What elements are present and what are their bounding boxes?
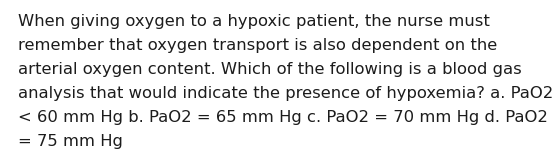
- Text: arterial oxygen content. Which of the following is a blood gas: arterial oxygen content. Which of the fo…: [18, 62, 522, 77]
- Text: analysis that would indicate the presence of hypoxemia? a. PaO2: analysis that would indicate the presenc…: [18, 86, 553, 101]
- Text: = 75 mm Hg: = 75 mm Hg: [18, 134, 123, 149]
- Text: When giving oxygen to a hypoxic patient, the nurse must: When giving oxygen to a hypoxic patient,…: [18, 14, 490, 29]
- Text: < 60 mm Hg b. PaO2 = 65 mm Hg c. PaO2 = 70 mm Hg d. PaO2: < 60 mm Hg b. PaO2 = 65 mm Hg c. PaO2 = …: [18, 110, 548, 125]
- Text: remember that oxygen transport is also dependent on the: remember that oxygen transport is also d…: [18, 38, 497, 53]
